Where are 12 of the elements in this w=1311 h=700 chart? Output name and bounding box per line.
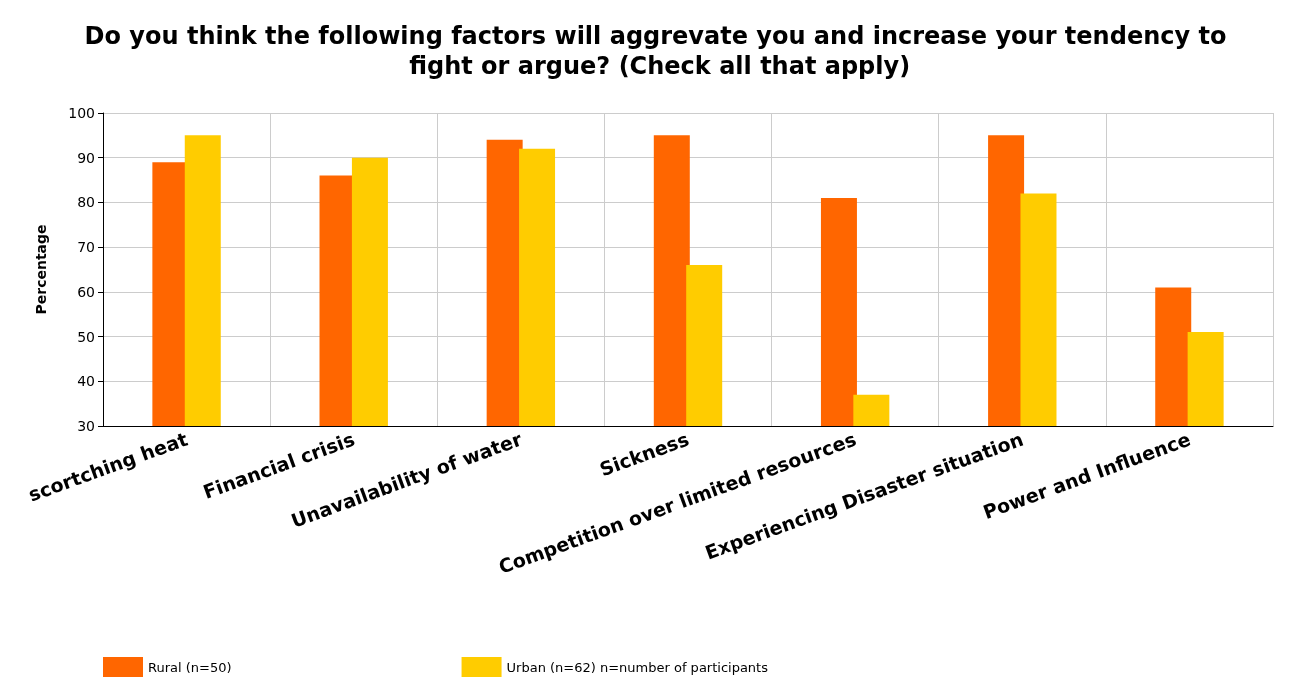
y-axis-title: Percentage: [33, 224, 49, 315]
y-tick-label: 90: [77, 149, 95, 166]
legend-label: Urban (n=62) n=number of participants: [506, 659, 769, 675]
y-tick-label: 80: [77, 194, 95, 211]
y-tick-label: 40: [77, 373, 95, 390]
y-tick-label: 70: [77, 239, 95, 256]
legend-label: Rural (n=50): [148, 659, 232, 675]
y-tick-label: 100: [68, 105, 95, 121]
chart-title: Do you think the following factors will aggrevate you and increase your tendency to fight or argue? (Check all that apply): [84, 22, 1227, 80]
y-tick-label: 50: [77, 328, 95, 345]
y-tick-label: 60: [77, 283, 95, 300]
y-tick-label: 30: [77, 418, 95, 434]
